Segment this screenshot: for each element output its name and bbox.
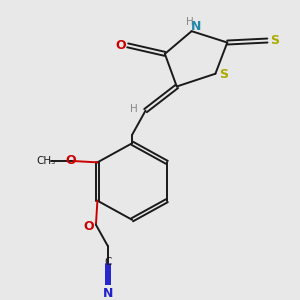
Text: N: N	[103, 287, 113, 300]
Text: O: O	[115, 39, 126, 52]
Text: N: N	[191, 20, 201, 33]
Text: S: S	[219, 68, 228, 81]
Text: O: O	[65, 154, 76, 167]
Text: H: H	[130, 104, 138, 114]
Text: C: C	[105, 257, 112, 267]
Text: CH₃: CH₃	[36, 156, 56, 166]
Text: H: H	[186, 17, 194, 27]
Text: O: O	[83, 220, 94, 233]
Text: S: S	[270, 34, 279, 47]
